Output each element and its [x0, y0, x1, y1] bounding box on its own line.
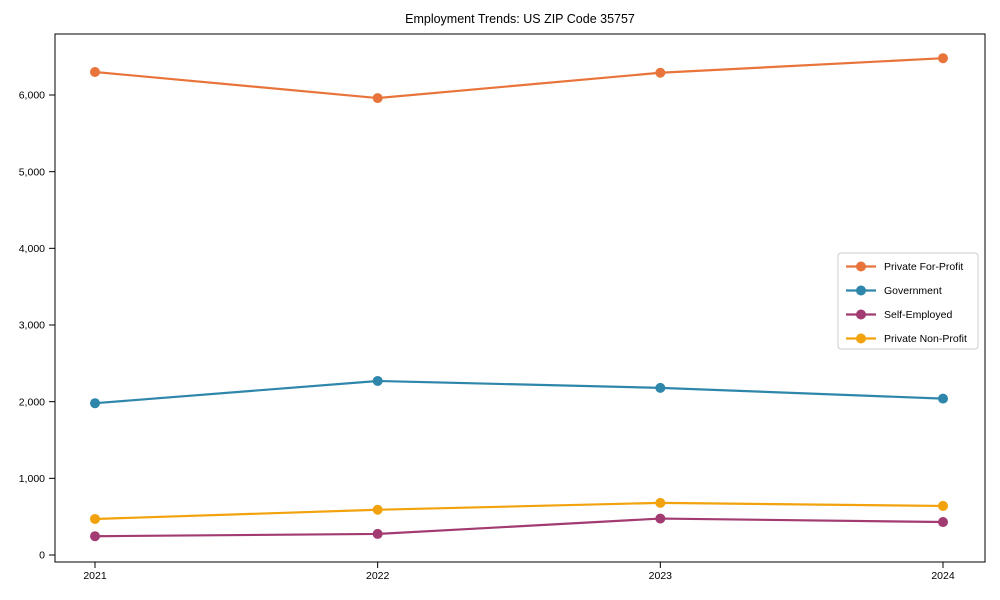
data-point [938, 517, 948, 528]
data-point [372, 375, 383, 386]
legend-entry-self-employed: Self-Employed [846, 309, 952, 321]
data-point [938, 393, 948, 404]
series-self-employed [90, 513, 948, 542]
series-line [93, 517, 945, 538]
data-point [938, 53, 948, 64]
y-tick-label: 1,000 [19, 473, 45, 485]
plot-frame [54, 33, 986, 563]
chart-title: Employment Trends: US ZIP Code 35757 [405, 12, 635, 26]
data-point [372, 528, 383, 539]
data-point [372, 93, 383, 104]
legend-label: Self-Employed [884, 309, 952, 321]
y-tick-label: 2,000 [19, 396, 45, 408]
data-point [655, 382, 666, 393]
series-private-non-profit [90, 497, 948, 524]
data-point [655, 67, 666, 78]
data-point [938, 500, 948, 511]
legend-box [837, 252, 979, 350]
x-tick-label: 2022 [366, 570, 390, 582]
series-line [93, 379, 945, 405]
legend-marker-icon [856, 333, 866, 344]
legend-label: Government [884, 285, 942, 297]
data-point [90, 398, 100, 409]
legend-marker-icon [856, 285, 866, 296]
data-point [655, 513, 666, 524]
data-point [90, 67, 100, 77]
x-tick-label: 2024 [931, 570, 955, 582]
legend-marker-icon [856, 309, 866, 320]
y-tick-label: 0 [39, 550, 45, 562]
y-tick-label: 5,000 [19, 166, 45, 178]
x-tick-label: 2023 [649, 570, 673, 582]
data-point [655, 497, 666, 508]
legend-entry-private-non-profit: Private Non-Profit [846, 333, 967, 345]
x-tick-label: 2021 [83, 570, 107, 582]
y-tick-label: 3,000 [19, 320, 45, 332]
legend: Private For-Profit Government Self-Employe… [837, 252, 979, 350]
series-government [90, 375, 948, 409]
legend-entry-government: Government [846, 285, 942, 297]
series-private-for-profit [90, 53, 948, 104]
series-line [93, 57, 945, 100]
series-line [93, 501, 945, 521]
legend-entry-private-for-profit: Private For-Profit [846, 261, 963, 273]
legend-label: Private For-Profit [884, 261, 963, 273]
y-tick-label: 6,000 [19, 90, 45, 102]
plot-area: 0 1,000 2,000 3,000 4,000 5,000 6,000 2021 2022 2… [19, 33, 986, 582]
data-point [90, 531, 100, 542]
legend-label: Private Non-Profit [884, 333, 967, 345]
data-point [90, 513, 100, 524]
y-tick-label: 4,000 [19, 243, 45, 255]
data-point [372, 504, 383, 515]
legend-marker-icon [856, 261, 866, 272]
